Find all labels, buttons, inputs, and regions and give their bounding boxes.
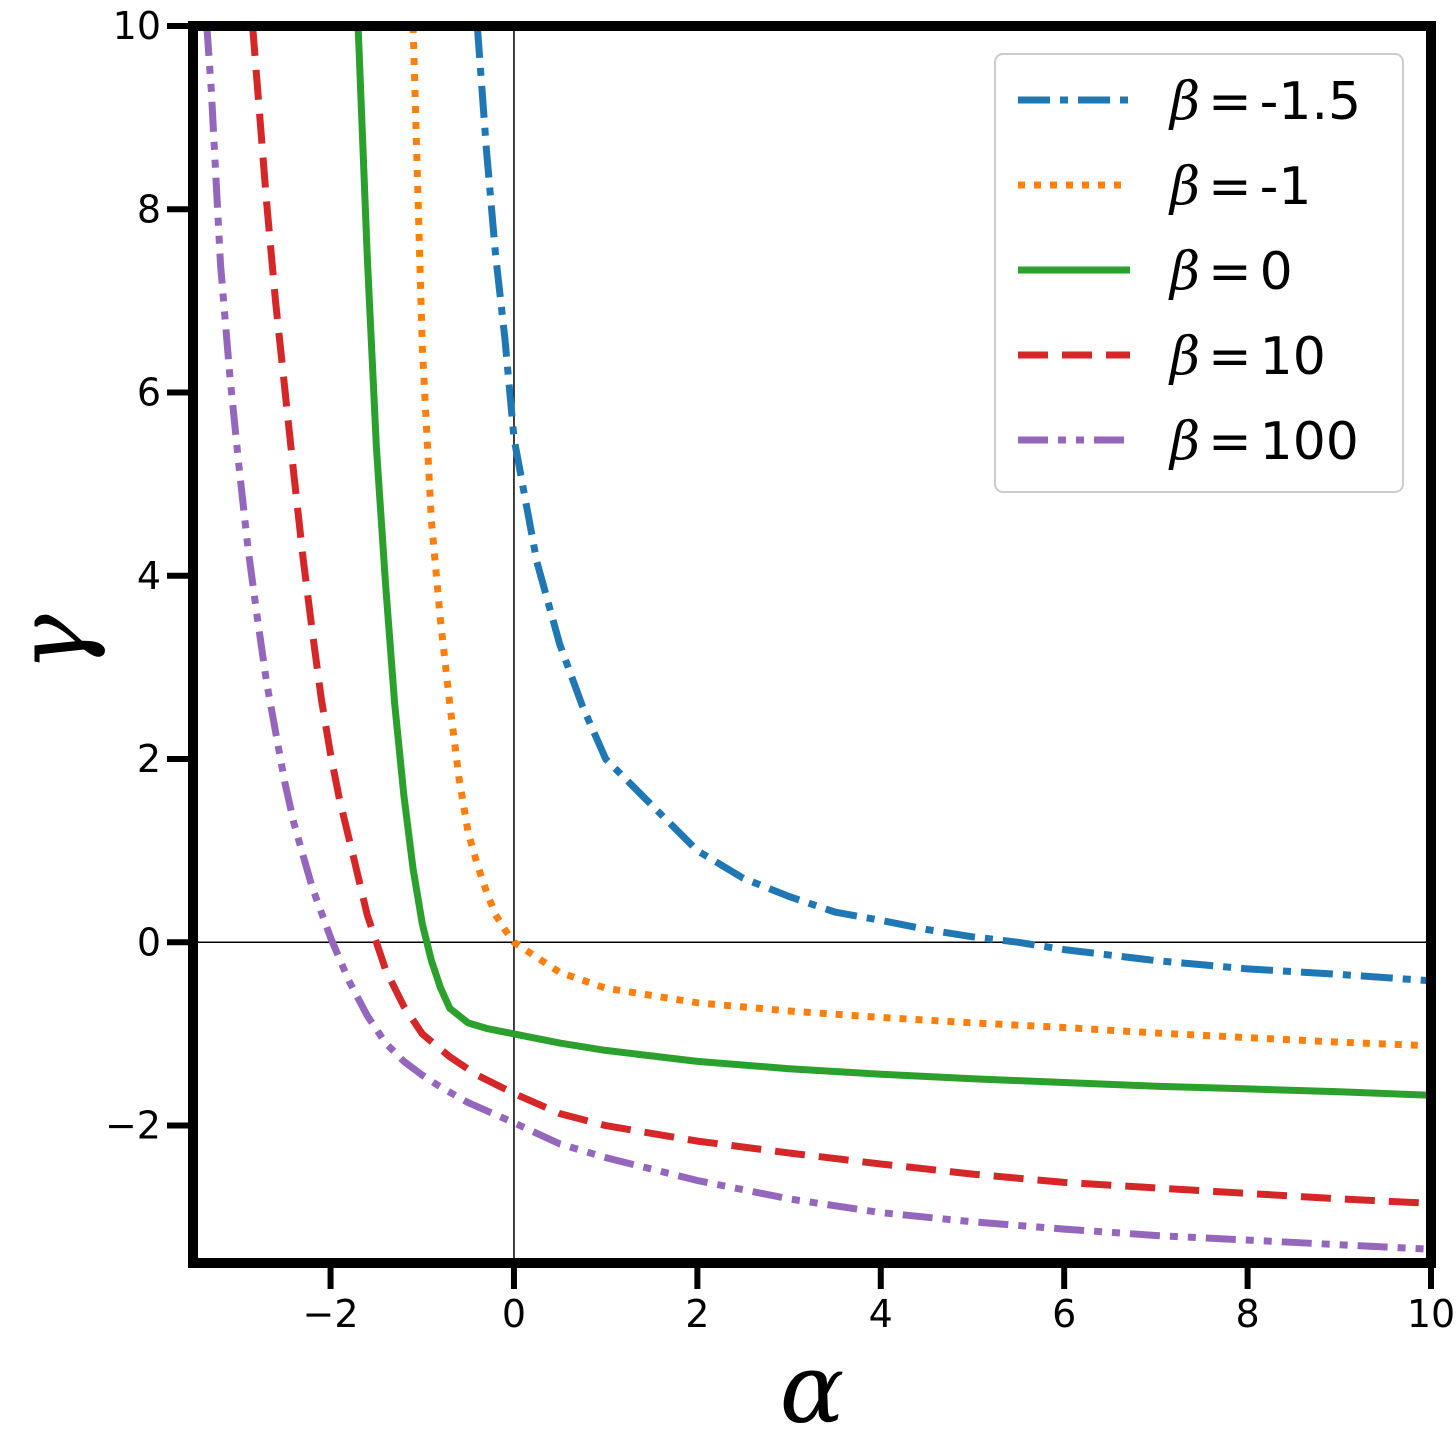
legend-beta-value: 0 — [1260, 242, 1293, 302]
x-tick-label: 2 — [685, 1292, 709, 1336]
y-tick-label: 2 — [137, 737, 161, 781]
legend-beta-value: 10 — [1260, 327, 1326, 387]
y-axis: −2 0 2 4 6 8 10 — [105, 4, 189, 1148]
legend-beta-symbol: β — [1168, 242, 1200, 302]
x-tick-label: 0 — [502, 1292, 526, 1336]
y-tick-label: 0 — [137, 920, 161, 964]
plot-frame — [188, 21, 1436, 1268]
x-tick-label: 8 — [1235, 1292, 1259, 1336]
legend-label-3: β = 10 — [1168, 327, 1326, 387]
x-axis-label: α — [780, 1333, 845, 1434]
legend-equals: = — [1208, 327, 1252, 387]
x-tick-label: 10 — [1407, 1292, 1455, 1336]
legend-equals: = — [1208, 72, 1252, 132]
legend-beta-symbol: β — [1168, 327, 1200, 387]
legend-box — [994, 53, 1404, 493]
series-line-3 — [249, 26, 1431, 1207]
x-tick-label: 4 — [869, 1292, 893, 1336]
y-tick-label: 10 — [113, 4, 161, 48]
y-tick-label: 8 — [137, 187, 161, 231]
legend-label-1: β = -1 — [1168, 157, 1312, 217]
legend-beta-symbol: β — [1168, 412, 1200, 472]
legend-beta-symbol: β — [1168, 157, 1200, 217]
legend-equals: = — [1208, 412, 1252, 472]
x-axis: −2 0 2 4 6 8 10 — [303, 1267, 1455, 1336]
legend-beta-value: -1 — [1260, 157, 1312, 217]
legend-label-4: β = 100 — [1168, 412, 1359, 472]
series-line-1 — [409, 26, 1431, 1050]
y-tick-label: −2 — [105, 1104, 161, 1148]
y-tick-label: 4 — [137, 554, 161, 598]
series-line-4 — [203, 26, 1431, 1253]
reference-lines — [193, 26, 1431, 1263]
legend-equals: = — [1208, 242, 1252, 302]
series-line-0 — [473, 26, 1431, 985]
legend-beta-symbol: β — [1168, 72, 1200, 132]
x-tick-label: 6 — [1052, 1292, 1076, 1336]
legend: β = -1.5β = -1β = 0β = 10β = 100 — [994, 53, 1404, 493]
series-line-2 — [354, 26, 1431, 1099]
y-axis-label: γ — [0, 614, 108, 672]
y-tick-label: 6 — [137, 371, 161, 415]
legend-beta-value: -1.5 — [1260, 72, 1361, 132]
legend-label-2: β = 0 — [1168, 242, 1293, 302]
x-tick-label: −2 — [303, 1292, 359, 1336]
legend-beta-value: 100 — [1260, 412, 1359, 472]
legend-label-0: β = -1.5 — [1168, 72, 1361, 132]
legend-equals: = — [1208, 157, 1252, 217]
series-layer — [203, 26, 1431, 1253]
